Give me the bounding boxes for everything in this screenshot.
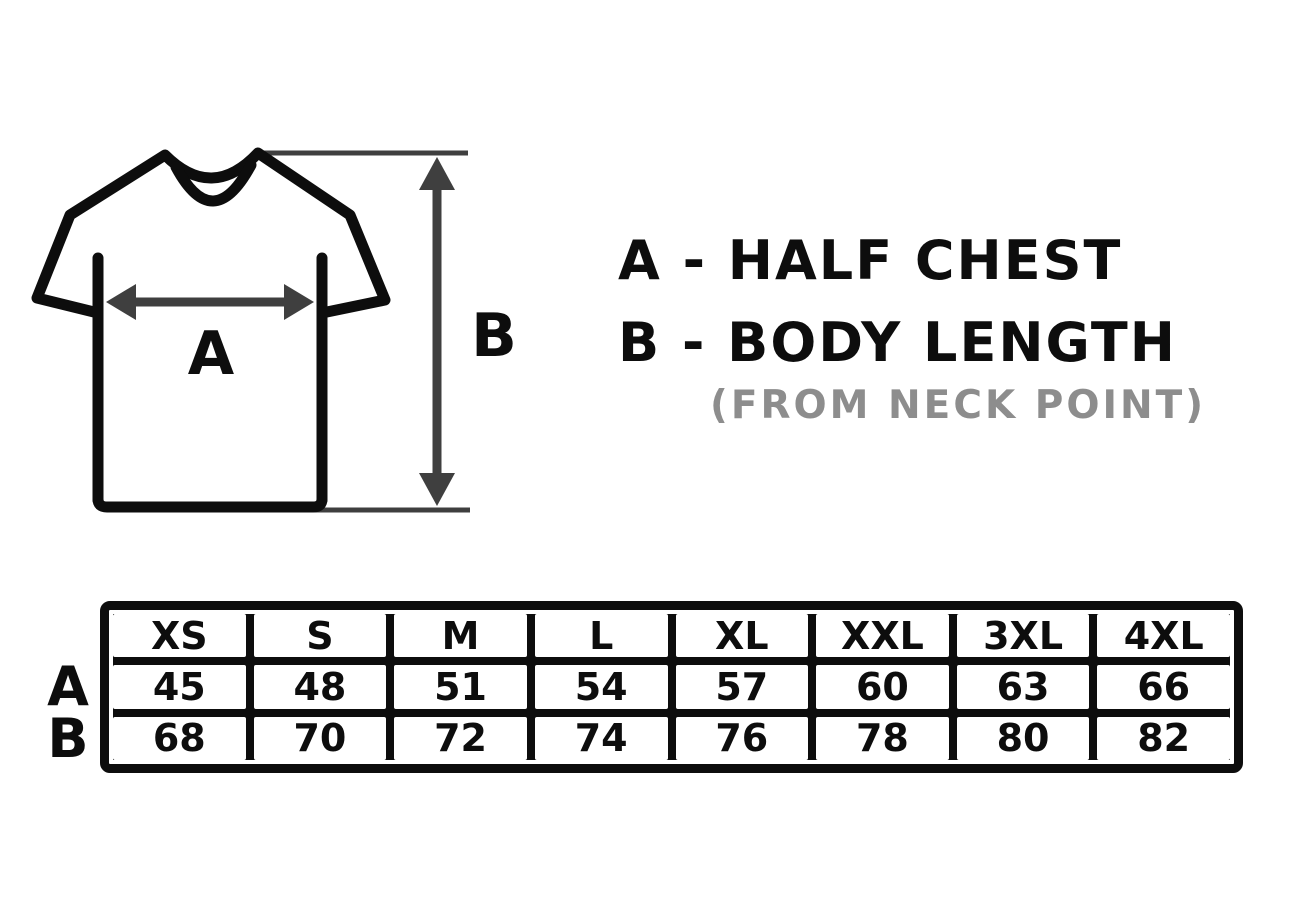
half-chest-arrow <box>106 284 314 320</box>
size-value-cell: 57 <box>675 665 809 709</box>
body-length-arrow <box>419 157 455 506</box>
size-column-header: XL <box>675 614 809 658</box>
legend-body-length: B - BODY LENGTH <box>618 311 1177 374</box>
size-column-header: 3XL <box>956 614 1090 658</box>
tshirt-collar <box>170 159 257 207</box>
size-value-cell: 48 <box>253 665 387 709</box>
size-column-header: 4XL <box>1097 614 1230 658</box>
size-column-header: L <box>534 614 668 658</box>
size-column-header: S <box>253 614 387 658</box>
size-table: XS S M L XL XXL 3XL 4XL 45 48 51 54 57 6… <box>100 601 1243 773</box>
size-value-cell: 82 <box>1097 716 1230 760</box>
size-column-header: XS <box>113 614 246 658</box>
arrow-up-head <box>419 157 455 190</box>
size-value-cell: 78 <box>816 716 949 760</box>
size-table-grid: XS S M L XL XXL 3XL 4XL 45 48 51 54 57 6… <box>113 614 1230 760</box>
table-row-label-a: A <box>47 655 89 718</box>
measure-label-a: A <box>188 319 235 389</box>
size-value-cell: 76 <box>675 716 809 760</box>
size-value-cell: 60 <box>816 665 949 709</box>
arrow-left-head <box>106 284 136 320</box>
arrow-right-head <box>284 284 314 320</box>
size-value-cell: 45 <box>113 665 246 709</box>
size-value-cell: 54 <box>534 665 668 709</box>
legend-body-length-note: (FROM NECK POINT) <box>710 383 1207 428</box>
size-value-cell: 74 <box>534 716 668 760</box>
size-column-header: M <box>394 614 527 658</box>
size-value-cell: 72 <box>394 716 527 760</box>
size-value-cell: 66 <box>1097 665 1230 709</box>
size-value-cell: 70 <box>253 716 387 760</box>
size-value-cell: 51 <box>394 665 527 709</box>
measure-label-b: B <box>471 301 517 371</box>
table-row-label-b: B <box>47 707 89 770</box>
size-column-header: XXL <box>816 614 949 658</box>
arrow-down-head <box>419 473 455 506</box>
legend-half-chest: A - HALF CHEST <box>618 229 1123 292</box>
size-value-cell: 63 <box>956 665 1090 709</box>
size-value-cell: 80 <box>956 716 1090 760</box>
tshirt-measurement-diagram: A B <box>31 147 517 513</box>
size-value-cell: 68 <box>113 716 246 760</box>
